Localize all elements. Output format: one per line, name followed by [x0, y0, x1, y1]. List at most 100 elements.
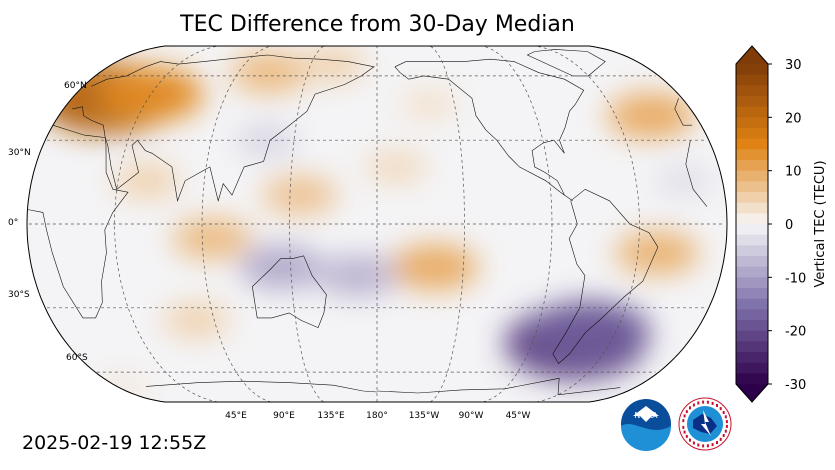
nws-logo-letter	[719, 407, 722, 411]
colorbar-band	[736, 202, 768, 214]
coastline-africa	[27, 124, 708, 319]
meridian-90	[482, 46, 553, 402]
meridian--90	[201, 46, 272, 402]
graticule	[28, 46, 724, 402]
latitude-labels: 60°N 30°N 0° 30°S 60°S	[8, 81, 88, 363]
colorbar-band	[736, 362, 768, 374]
nws-logo-letter	[689, 438, 691, 442]
nws-logo-letter	[685, 434, 688, 438]
colorbar-band	[736, 224, 768, 235]
nws-logo-letter	[689, 406, 691, 410]
nws-logo-letter	[692, 441, 695, 445]
nws-logo-letter	[719, 437, 722, 441]
tec-anomaly-11	[299, 46, 366, 82]
tec-anomaly-4	[172, 217, 252, 260]
colorbar-ticks: 30 20 10 0 -10 -20 -30	[768, 58, 806, 393]
lat-label-60s: 60°S	[66, 353, 88, 363]
noaa-logo-wave	[621, 424, 671, 451]
colorbar: 30 20 10 0 -10 -20 -30 Vertical TEC (TECU)	[735, 45, 828, 403]
nws-logo-letter	[702, 444, 705, 448]
colorbar-tick-label: 30	[785, 58, 802, 73]
colorbar-band	[736, 298, 768, 310]
nws-logo-letter	[706, 444, 709, 448]
colorbar-tick-label: 20	[785, 111, 802, 126]
tec-anomaly-12	[235, 123, 298, 157]
noaa-logo: NOAA	[621, 399, 671, 451]
nws-logo-letter	[724, 429, 727, 433]
nws-logo-letter	[716, 441, 718, 444]
colorbar-band	[736, 149, 768, 161]
noaa-logo-text: NOAA	[634, 411, 658, 420]
colorbar-band	[736, 117, 768, 129]
nws-logo-letter	[725, 420, 728, 424]
colorbar-band	[736, 170, 768, 182]
colorbar-band	[736, 256, 768, 267]
colorbar-band	[736, 138, 768, 150]
colorbar-band	[736, 74, 768, 86]
longitude-labels: 45°E 90°E 135°E 180° 135°W 90°W 45°W	[225, 411, 530, 421]
nws-logo-letter	[725, 424, 728, 428]
colorbar-band	[736, 330, 768, 342]
coastline-europe-asia	[72, 54, 693, 202]
tec-anomaly-2	[229, 51, 309, 94]
lon-label-135w: 135°W	[409, 411, 440, 421]
lat-label-30n: 30°N	[8, 148, 31, 158]
colorbar-tick-label: -30	[785, 378, 806, 393]
nws-logo-letter	[722, 434, 725, 437]
nws-logo-letter	[722, 411, 725, 414]
colorbar-band	[736, 341, 768, 353]
tec-anomaly-9	[365, 150, 427, 184]
nws-logo-letter	[697, 401, 700, 405]
map-outline	[26, 45, 728, 403]
colorbar-bands	[736, 46, 768, 402]
tec-anomaly-7	[262, 175, 338, 215]
lat-label-60n: 60°N	[64, 81, 87, 91]
tec-anomaly-1	[98, 66, 204, 122]
nws-logo-letter	[702, 400, 705, 404]
tec-anomaly-3	[607, 92, 696, 139]
tec-anomaly-16	[239, 245, 323, 290]
colorbar-band	[736, 96, 768, 107]
nws-logo-letter	[711, 443, 714, 447]
colorbar-extend-min	[736, 384, 768, 402]
tec-anomaly-5	[390, 244, 479, 291]
colorbar-band	[736, 64, 768, 75]
colorbar-band	[736, 266, 768, 278]
colorbar-band	[736, 245, 768, 257]
nws-logo-letter	[711, 401, 714, 405]
nws-logo-letter	[706, 400, 709, 404]
tec-anomaly-6	[615, 231, 700, 275]
colorbar-band	[736, 213, 768, 225]
tec-anomaly-15	[527, 300, 651, 365]
colorbar-band	[736, 192, 768, 203]
colorbar-tick-label: -10	[785, 271, 806, 286]
colorbar-label: Vertical TEC (TECU)	[813, 160, 828, 287]
nws-logo-lettering	[682, 400, 728, 448]
tec-anomaly-13	[163, 302, 230, 338]
meridian--135	[114, 46, 218, 402]
coastline-australia	[252, 255, 327, 328]
nws-logo-letter	[683, 414, 686, 418]
nws-logo-letter	[716, 404, 718, 407]
lon-label-135e: 135°E	[317, 411, 345, 421]
colorbar-band	[736, 160, 768, 171]
map-title: TEC Difference from 30-Day Median	[180, 12, 575, 37]
colorbar-band	[736, 181, 768, 193]
coastlines	[27, 49, 708, 396]
lon-label-90e: 90°E	[273, 411, 295, 421]
tec-anomaly-8	[113, 163, 180, 199]
lon-label-45w: 45°W	[506, 411, 531, 421]
coastline-south-america	[552, 188, 659, 364]
lon-label-45e: 45°E	[225, 411, 247, 421]
colorbar-tick-label: 0	[785, 218, 793, 233]
colorbar-extend-max	[736, 46, 768, 64]
coastline-north-america	[394, 58, 585, 202]
nws-logo-letter	[697, 443, 700, 447]
tec-anomaly-10	[400, 89, 458, 120]
colorbar-band	[736, 288, 768, 299]
colorbar-band	[736, 234, 768, 246]
colorbar-band	[736, 277, 768, 289]
lon-label-90w: 90°W	[459, 411, 484, 421]
nws-logo-letter	[683, 430, 686, 434]
lat-label-30s: 30°S	[8, 290, 30, 300]
